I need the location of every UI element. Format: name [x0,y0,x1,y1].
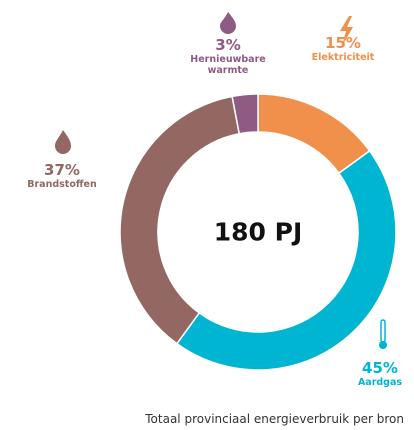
thermometer-icon [380,319,386,343]
category-label: Elektriciteit [311,52,375,63]
value-label: 3% [215,36,241,54]
flame-icon [55,130,71,154]
category-label: Brandstoffen [27,179,97,190]
category-label: Aardgas [357,377,403,388]
value-label: 45% [362,359,398,377]
flame-icon [220,12,236,34]
center-label: 180 PJ [213,217,303,247]
value-label: 15% [325,34,361,52]
donut-segment [231,93,259,135]
caption: Totaal provinciaal energieverbruik per b… [145,412,404,426]
value-label: 37% [44,161,80,179]
thermometer-icon [379,341,387,349]
donut-segment [119,95,241,345]
category-label: Hernieuwbare warmte [190,54,266,76]
donut-segment [257,93,371,175]
lightning-icon [340,16,353,46]
donut-segment [175,149,397,371]
